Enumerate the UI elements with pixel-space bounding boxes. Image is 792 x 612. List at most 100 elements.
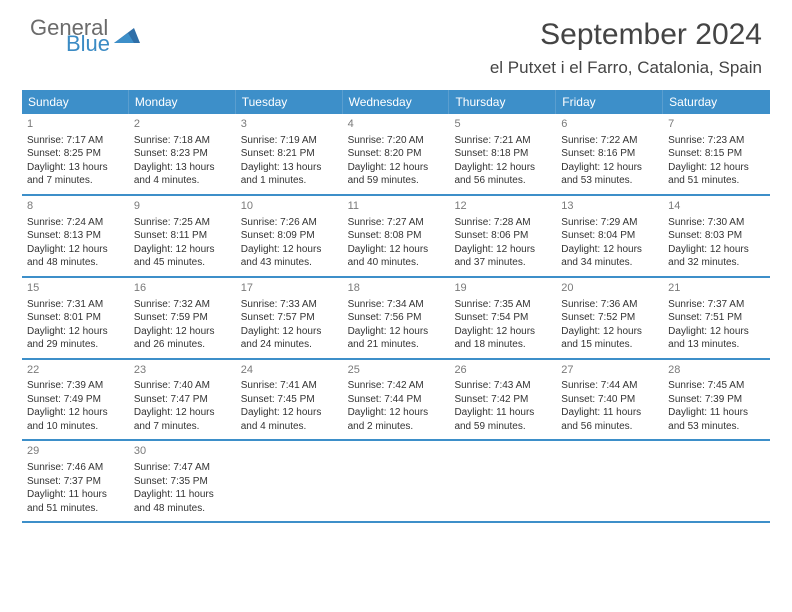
sunrise-line: Sunrise: 7:30 AM	[668, 216, 765, 230]
sunset-line: Sunset: 8:25 PM	[27, 147, 124, 161]
daylight-line: Daylight: 11 hours and 56 minutes.	[561, 406, 658, 433]
sunrise-line: Sunrise: 7:41 AM	[241, 379, 338, 393]
sunset-line: Sunset: 7:45 PM	[241, 393, 338, 407]
day-number: 25	[348, 363, 445, 378]
logo: General Blue	[30, 18, 140, 54]
sunset-line: Sunset: 8:09 PM	[241, 229, 338, 243]
day-number: 22	[27, 363, 124, 378]
sunset-line: Sunset: 7:49 PM	[27, 393, 124, 407]
day-number: 26	[454, 363, 551, 378]
daylight-line: Daylight: 12 hours and 18 minutes.	[454, 325, 551, 352]
sunset-line: Sunset: 7:42 PM	[454, 393, 551, 407]
sunset-line: Sunset: 7:54 PM	[454, 311, 551, 325]
day-cell: 22Sunrise: 7:39 AMSunset: 7:49 PMDayligh…	[22, 360, 129, 440]
daylight-line: Daylight: 12 hours and 29 minutes.	[27, 325, 124, 352]
header: General Blue September 2024 el Putxet i …	[0, 0, 792, 82]
title-location: el Putxet i el Farro, Catalonia, Spain	[490, 58, 762, 78]
day-cell: 28Sunrise: 7:45 AMSunset: 7:39 PMDayligh…	[663, 360, 770, 440]
daylight-line: Daylight: 12 hours and 21 minutes.	[348, 325, 445, 352]
sunset-line: Sunset: 7:59 PM	[134, 311, 231, 325]
day-cell: 24Sunrise: 7:41 AMSunset: 7:45 PMDayligh…	[236, 360, 343, 440]
day-cell: 5Sunrise: 7:21 AMSunset: 8:18 PMDaylight…	[449, 114, 556, 194]
daylight-line: Daylight: 12 hours and 45 minutes.	[134, 243, 231, 270]
daylight-line: Daylight: 12 hours and 10 minutes.	[27, 406, 124, 433]
day-cell: 7 Sunrise: 7:23 AMSunset: 8:15 PMDaylight…	[663, 114, 770, 194]
sunrise-line: Sunrise: 7:21 AM	[454, 134, 551, 148]
empty-cell	[449, 441, 556, 521]
sunset-line: Sunset: 8:20 PM	[348, 147, 445, 161]
day-number: 21	[668, 281, 765, 296]
sunrise-line: Sunrise: 7:25 AM	[134, 216, 231, 230]
daylight-line: Daylight: 13 hours and 7 minutes.	[27, 161, 124, 188]
sunrise-line: Sunrise: 7:29 AM	[561, 216, 658, 230]
day-cell: 6Sunrise: 7:22 AMSunset: 8:16 PMDaylight…	[556, 114, 663, 194]
daylight-line: Daylight: 12 hours and 51 minutes.	[668, 161, 765, 188]
daylight-line: Daylight: 13 hours and 4 minutes.	[134, 161, 231, 188]
day-number: 3	[241, 117, 338, 132]
sunrise-line: Sunrise: 7:17 AM	[27, 134, 124, 148]
day-number: 1	[27, 117, 124, 132]
daylight-line: Daylight: 12 hours and 4 minutes.	[241, 406, 338, 433]
daylight-line: Daylight: 12 hours and 43 minutes.	[241, 243, 338, 270]
dow-saturday: Saturday	[663, 90, 770, 114]
daylight-line: Daylight: 12 hours and 26 minutes.	[134, 325, 231, 352]
day-cell: 2Sunrise: 7:18 AMSunset: 8:23 PMDaylight…	[129, 114, 236, 194]
day-number: 13	[561, 199, 658, 214]
day-cell: 12Sunrise: 7:28 AMSunset: 8:06 PMDayligh…	[449, 196, 556, 276]
sunrise-line: Sunrise: 7:23 AM	[668, 134, 765, 148]
day-number: 24	[241, 363, 338, 378]
title-block: September 2024 el Putxet i el Farro, Cat…	[490, 18, 762, 78]
week-row: 1Sunrise: 7:17 AMSunset: 8:25 PMDaylight…	[22, 114, 770, 196]
sunset-line: Sunset: 7:44 PM	[348, 393, 445, 407]
empty-cell	[556, 441, 663, 521]
daylight-line: Daylight: 12 hours and 37 minutes.	[454, 243, 551, 270]
sunrise-line: Sunrise: 7:36 AM	[561, 298, 658, 312]
day-number: 9	[134, 199, 231, 214]
week-row: 29Sunrise: 7:46 AMSunset: 7:37 PMDayligh…	[22, 441, 770, 523]
day-cell: 3Sunrise: 7:19 AMSunset: 8:21 PMDaylight…	[236, 114, 343, 194]
sunrise-line: Sunrise: 7:19 AM	[241, 134, 338, 148]
day-number: 10	[241, 199, 338, 214]
logo-text-blue: Blue	[66, 34, 110, 54]
sunset-line: Sunset: 8:04 PM	[561, 229, 658, 243]
day-cell: 21Sunrise: 7:37 AMSunset: 7:51 PMDayligh…	[663, 278, 770, 358]
day-cell: 15Sunrise: 7:31 AMSunset: 8:01 PMDayligh…	[22, 278, 129, 358]
sunrise-line: Sunrise: 7:35 AM	[454, 298, 551, 312]
day-number: 4	[348, 117, 445, 132]
sunset-line: Sunset: 7:57 PM	[241, 311, 338, 325]
day-cell: 26Sunrise: 7:43 AMSunset: 7:42 PMDayligh…	[449, 360, 556, 440]
day-number: 20	[561, 281, 658, 296]
sunrise-line: Sunrise: 7:45 AM	[668, 379, 765, 393]
sunrise-line: Sunrise: 7:42 AM	[348, 379, 445, 393]
day-number: 7	[668, 117, 765, 132]
sunrise-line: Sunrise: 7:27 AM	[348, 216, 445, 230]
daylight-line: Daylight: 12 hours and 59 minutes.	[348, 161, 445, 188]
day-cell: 1 Sunrise: 7:17 AMSunset: 8:25 PMDaylight…	[22, 114, 129, 194]
empty-cell	[236, 441, 343, 521]
day-number: 23	[134, 363, 231, 378]
sunrise-line: Sunrise: 7:44 AM	[561, 379, 658, 393]
empty-cell	[663, 441, 770, 521]
day-cell: 8Sunrise: 7:24 AMSunset: 8:13 PMDaylight…	[22, 196, 129, 276]
daylight-line: Daylight: 11 hours and 53 minutes.	[668, 406, 765, 433]
day-cell: 19 Sunrise: 7:35 AMSunset: 7:54 PMDayligh…	[449, 278, 556, 358]
day-number: 6	[561, 117, 658, 132]
dow-friday: Friday	[556, 90, 663, 114]
title-month: September 2024	[490, 18, 762, 52]
daylight-line: Daylight: 12 hours and 34 minutes.	[561, 243, 658, 270]
day-number: 19	[454, 281, 551, 296]
sunset-line: Sunset: 7:56 PM	[348, 311, 445, 325]
sunrise-line: Sunrise: 7:32 AM	[134, 298, 231, 312]
day-cell: 13 Sunrise: 7:29 AMSunset: 8:04 PMDayligh…	[556, 196, 663, 276]
week-row: 22Sunrise: 7:39 AMSunset: 7:49 PMDayligh…	[22, 360, 770, 442]
sunrise-line: Sunrise: 7:37 AM	[668, 298, 765, 312]
sunset-line: Sunset: 8:15 PM	[668, 147, 765, 161]
sunset-line: Sunset: 8:18 PM	[454, 147, 551, 161]
day-cell: 30Sunrise: 7:47 AMSunset: 7:35 PMDayligh…	[129, 441, 236, 521]
sunset-line: Sunset: 8:06 PM	[454, 229, 551, 243]
daylight-line: Daylight: 12 hours and 56 minutes.	[454, 161, 551, 188]
daylight-line: Daylight: 12 hours and 2 minutes.	[348, 406, 445, 433]
dow-thursday: Thursday	[449, 90, 556, 114]
calendar: Sunday Monday Tuesday Wednesday Thursday…	[22, 90, 770, 523]
day-cell: 11Sunrise: 7:27 AMSunset: 8:08 PMDayligh…	[343, 196, 450, 276]
